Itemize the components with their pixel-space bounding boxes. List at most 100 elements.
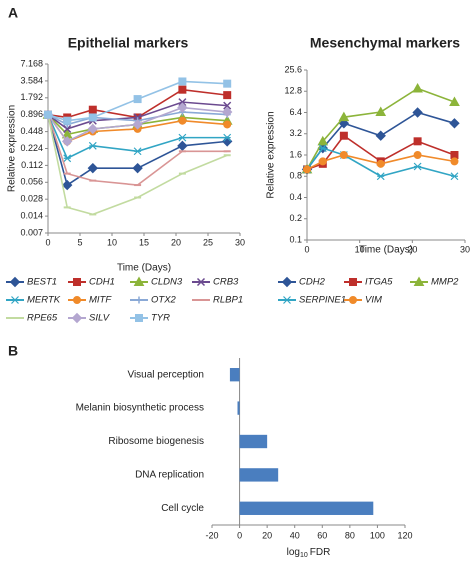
- legend-marker: [413, 276, 425, 286]
- marker: [317, 135, 329, 146]
- marker: [178, 116, 187, 125]
- marker: [61, 179, 73, 191]
- marker: [303, 165, 311, 174]
- y-tick-label: 0.056: [20, 177, 43, 187]
- legend-marker: [349, 278, 357, 286]
- marker: [412, 107, 423, 118]
- marker: [349, 278, 357, 286]
- panel-label: B: [8, 343, 18, 359]
- x-tick-label: 0: [304, 244, 309, 254]
- marker: [63, 116, 72, 125]
- x-tick-label: 10: [355, 244, 365, 254]
- legend-label: CRB3: [213, 277, 239, 288]
- y-tick-label: 3.2: [289, 128, 302, 138]
- legend-marker: [73, 296, 81, 304]
- x-axis-label-part: FDR: [310, 547, 331, 558]
- y-tick-label: 0.112: [21, 160, 43, 170]
- legend-label: RLBP1: [213, 295, 243, 306]
- marker: [318, 157, 327, 166]
- y-tick-label: 0.1: [289, 234, 302, 244]
- category-label: Visual perception: [127, 369, 204, 380]
- legend-marker: [281, 276, 293, 288]
- x-axis-label-part: log: [287, 547, 300, 558]
- legend-marker: [196, 277, 206, 287]
- marker: [178, 77, 187, 86]
- y-tick-label: 0.014: [20, 210, 43, 220]
- marker: [11, 296, 19, 304]
- y-tick-label: 0.224: [20, 143, 43, 153]
- marker: [177, 140, 188, 152]
- marker: [135, 314, 143, 322]
- legend-label: RPE65: [27, 313, 58, 324]
- marker: [132, 119, 143, 130]
- marker: [412, 82, 423, 93]
- marker: [281, 276, 293, 288]
- y-tick-label: 12.8: [284, 86, 302, 96]
- x-tick-label: 120: [397, 530, 412, 540]
- legend-marker: [9, 276, 21, 288]
- legend-marker: [73, 278, 81, 286]
- bar: [237, 401, 240, 415]
- y-tick-label: 3.584: [20, 75, 43, 85]
- y-tick-label: 7.168: [20, 58, 43, 68]
- marker: [223, 101, 232, 110]
- x-tick-label: 30: [235, 237, 245, 247]
- series-line: [47, 114, 228, 160]
- legend-marker: [11, 296, 19, 304]
- legend-label: OTX2: [151, 295, 177, 306]
- marker: [221, 106, 233, 118]
- legend-label: MITF: [89, 295, 112, 306]
- marker: [9, 276, 21, 288]
- category-label: Ribosome biogenesis: [108, 436, 204, 447]
- marker: [413, 137, 422, 146]
- legend-label: SILV: [89, 313, 111, 324]
- legend-marker: [283, 296, 291, 304]
- marker: [376, 159, 385, 168]
- marker: [413, 151, 422, 159]
- legend-label: BEST1: [27, 277, 57, 288]
- chart-title: Mesenchymal markers: [310, 35, 460, 51]
- marker: [223, 133, 232, 142]
- panel-label: A: [8, 5, 18, 21]
- marker: [449, 118, 460, 129]
- legend-marker: [349, 296, 357, 304]
- y-tick-label: 0.448: [20, 126, 43, 136]
- marker: [449, 96, 460, 107]
- x-tick-label: 5: [77, 237, 82, 247]
- marker: [87, 123, 99, 135]
- marker: [376, 172, 385, 181]
- marker: [63, 154, 72, 163]
- marker: [88, 141, 97, 150]
- marker: [88, 113, 97, 122]
- y-tick-label: 0.896: [20, 109, 43, 119]
- x-tick-label: 10: [107, 237, 117, 247]
- marker: [349, 296, 357, 304]
- marker: [132, 162, 143, 174]
- marker: [450, 157, 459, 166]
- marker: [223, 120, 232, 129]
- y-tick-label: 25.6: [284, 64, 302, 74]
- x-tick-label: 80: [345, 530, 355, 540]
- marker: [450, 172, 459, 181]
- legend-label: VIM: [365, 295, 382, 306]
- bar: [239, 434, 268, 449]
- marker: [88, 105, 97, 114]
- y-tick-label: 0.007: [20, 227, 43, 237]
- legend-marker: [135, 296, 143, 304]
- x-tick-label: 0: [45, 237, 50, 247]
- marker: [339, 151, 348, 159]
- marker: [177, 102, 188, 113]
- category-label: Cell cycle: [161, 503, 204, 514]
- series-line: [47, 106, 228, 143]
- marker: [135, 296, 143, 304]
- marker: [375, 130, 386, 141]
- legend-label: ITGA5: [365, 277, 393, 288]
- x-tick-label: 30: [460, 244, 470, 254]
- marker: [71, 312, 83, 324]
- category-label: Melanin biosynthetic process: [76, 403, 204, 414]
- y-tick-label: 1.792: [20, 92, 43, 102]
- marker: [413, 162, 422, 171]
- marker: [87, 162, 99, 174]
- marker: [178, 85, 187, 94]
